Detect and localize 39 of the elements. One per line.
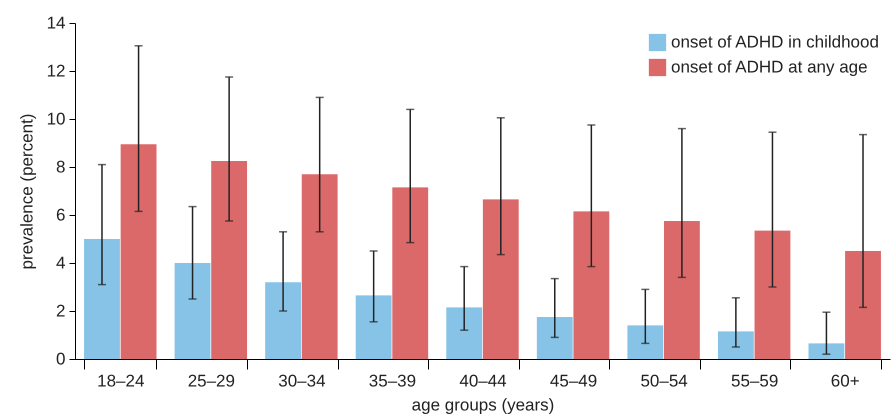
bar bbox=[627, 325, 664, 359]
y-tick-label: 2 bbox=[56, 302, 66, 320]
legend-label: onset of ADHD at any age bbox=[671, 58, 868, 76]
bar bbox=[211, 161, 248, 359]
bar bbox=[536, 317, 573, 359]
bar bbox=[754, 230, 790, 359]
x-tick-label: 18–24 bbox=[97, 372, 144, 390]
legend-label: onset of ADHD in childhood bbox=[671, 32, 879, 52]
x-tick-label: 45–49 bbox=[550, 372, 598, 390]
bar bbox=[482, 199, 519, 359]
x-tick-label: 30–34 bbox=[278, 372, 326, 390]
x-tick-label: 35–39 bbox=[368, 372, 416, 390]
x-tick-label: 40–44 bbox=[459, 372, 507, 390]
y-axis-title: prevalence (percent) bbox=[18, 114, 37, 270]
x-tick-label: 25–29 bbox=[188, 372, 235, 390]
bar bbox=[120, 144, 156, 359]
y-tick-label: 0 bbox=[56, 350, 66, 368]
x-tick-label: 55–59 bbox=[731, 372, 778, 390]
y-tick-label: 6 bbox=[56, 206, 66, 224]
bar bbox=[392, 187, 428, 359]
bar bbox=[718, 331, 754, 359]
bar bbox=[573, 211, 610, 359]
y-tick-label: 14 bbox=[46, 14, 66, 32]
bar bbox=[174, 263, 210, 359]
bar bbox=[356, 295, 392, 359]
bar bbox=[664, 221, 700, 359]
bar bbox=[808, 343, 844, 359]
x-axis-title: age groups (years) bbox=[412, 396, 554, 414]
bar bbox=[265, 282, 302, 359]
bar bbox=[845, 251, 881, 359]
bar bbox=[302, 174, 338, 359]
bar bbox=[446, 307, 482, 359]
x-tick-label: 60+ bbox=[830, 372, 860, 390]
y-tick-label: 12 bbox=[46, 62, 66, 80]
x-tick-label: 50–54 bbox=[640, 372, 688, 390]
y-tick-label: 4 bbox=[56, 254, 66, 272]
bar bbox=[84, 239, 120, 359]
y-tick-label: 8 bbox=[56, 158, 66, 176]
y-tick-label: 10 bbox=[46, 110, 66, 128]
